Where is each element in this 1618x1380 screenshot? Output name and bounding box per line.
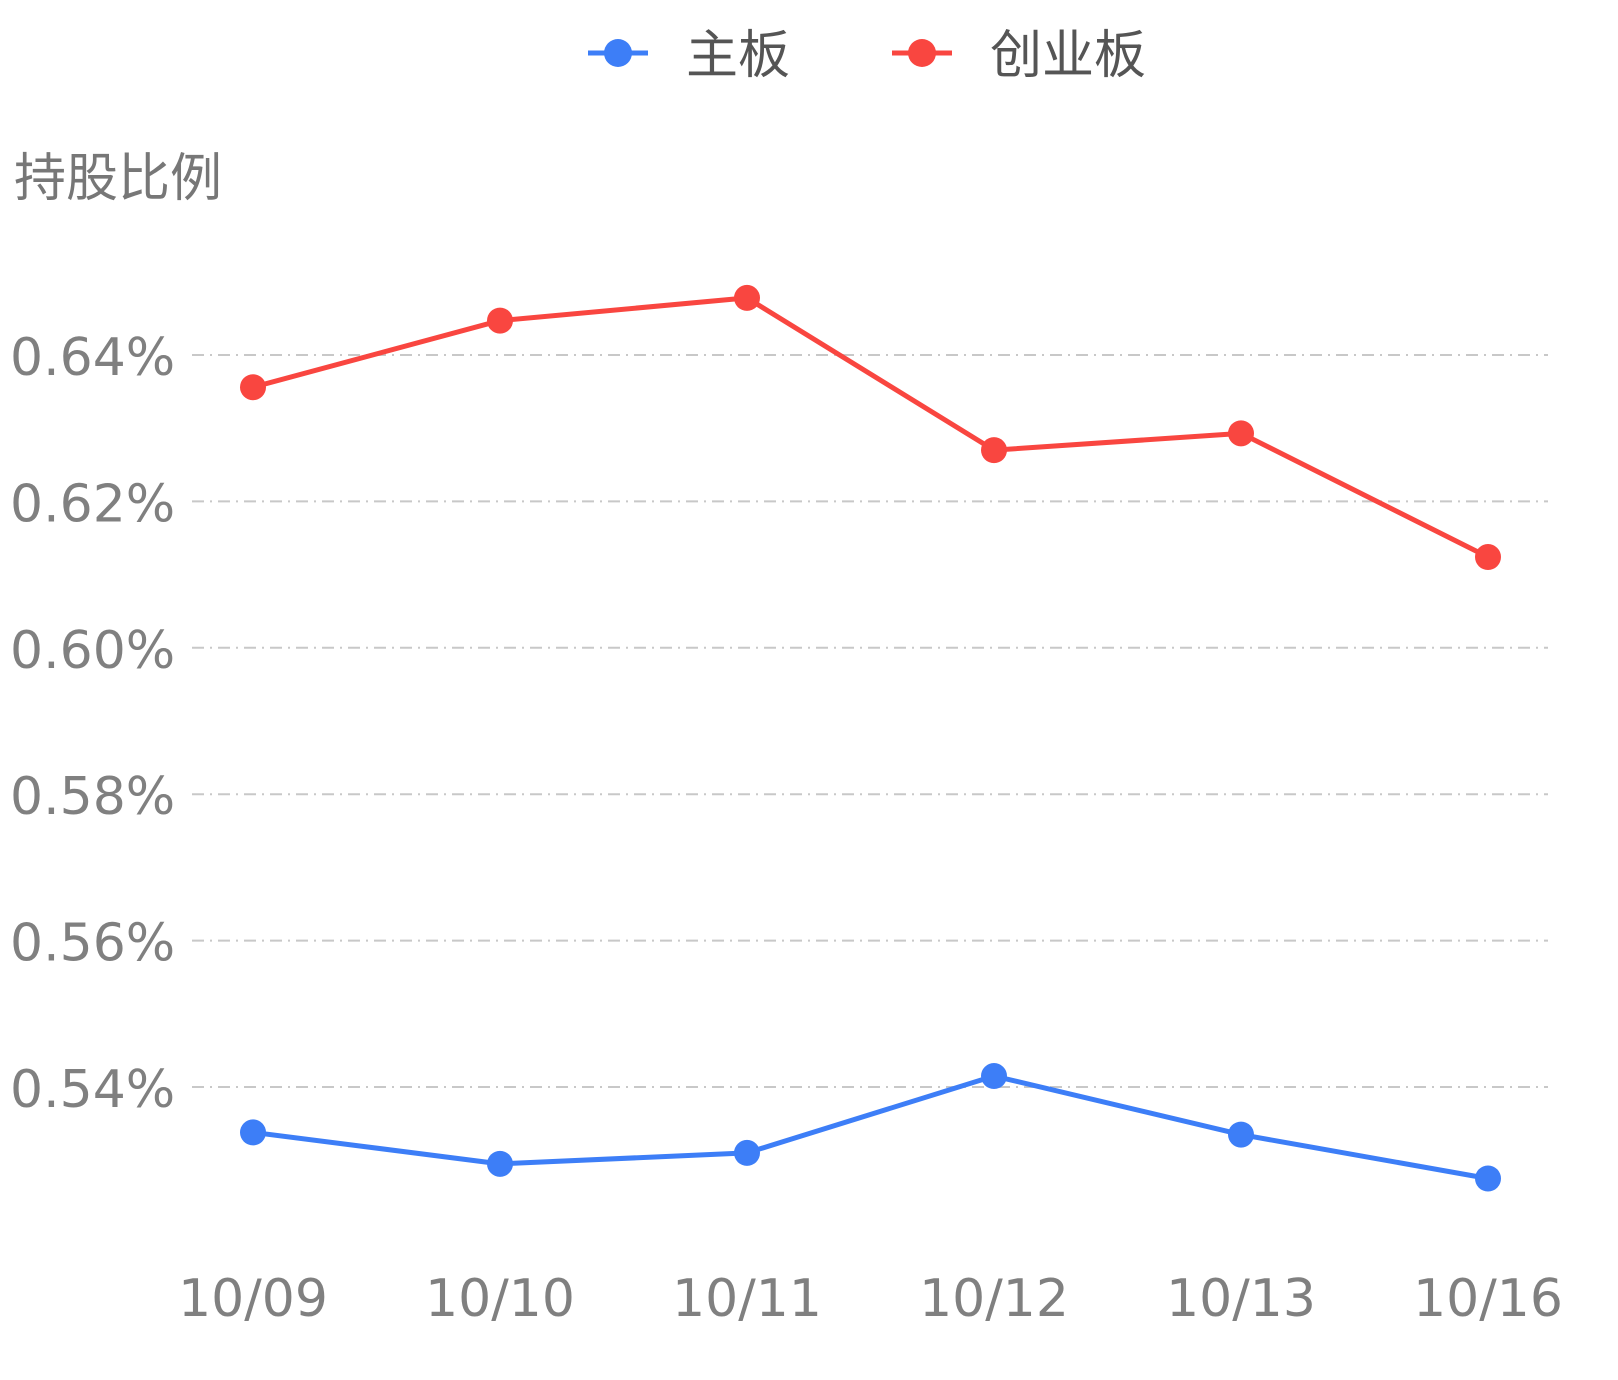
- data-point[interactable]: [487, 307, 513, 334]
- y-tick-label: 0.64%: [10, 328, 175, 388]
- legend-label: 创业板: [990, 26, 1146, 86]
- data-point[interactable]: [1475, 1165, 1501, 1192]
- y-tick-label: 0.56%: [10, 914, 175, 974]
- y-axis-label: 持股比例: [14, 149, 222, 209]
- x-tick-label: 10/10: [425, 1269, 575, 1329]
- data-point[interactable]: [240, 1119, 266, 1146]
- data-point[interactable]: [1228, 1121, 1254, 1148]
- y-tick-label: 0.62%: [10, 474, 175, 534]
- y-tick-label: 0.58%: [10, 767, 175, 827]
- data-point[interactable]: [240, 374, 266, 401]
- data-point[interactable]: [487, 1150, 513, 1177]
- series-line: [252, 1073, 1489, 1181]
- data-point[interactable]: [1475, 544, 1501, 571]
- data-point[interactable]: [981, 437, 1007, 464]
- legend-item[interactable]: 创业板: [892, 26, 1146, 86]
- x-tick-label: 10/16: [1413, 1269, 1563, 1329]
- legend-dot-marker: [908, 39, 936, 67]
- data-point[interactable]: [981, 1063, 1007, 1090]
- y-tick-label: 0.54%: [10, 1060, 175, 1120]
- series-2: [240, 284, 1501, 571]
- legend-item[interactable]: 主板: [588, 26, 790, 86]
- legend: 主板 创业板: [588, 26, 1146, 86]
- x-tick-label: 10/09: [178, 1269, 328, 1329]
- x-axis-ticks: 10/09 10/10 10/11 10/12 10/13 10/16: [178, 1269, 1563, 1329]
- legend-dot-marker: [604, 39, 632, 67]
- x-tick-label: 10/12: [919, 1269, 1069, 1329]
- series-1: [240, 1063, 1501, 1192]
- data-point[interactable]: [734, 1139, 760, 1166]
- data-point[interactable]: [1228, 420, 1254, 447]
- legend-label: 主板: [686, 26, 790, 86]
- x-tick-label: 10/13: [1166, 1269, 1316, 1329]
- y-axis-ticks: 0.54% 0.56% 0.58% 0.60% 0.62% 0.64%: [10, 328, 175, 1120]
- data-point[interactable]: [734, 284, 760, 311]
- grid-lines: [192, 354, 1548, 1088]
- y-tick-label: 0.60%: [10, 621, 175, 681]
- x-tick-label: 10/11: [672, 1269, 822, 1329]
- series-line: [252, 295, 1490, 560]
- series-group: [240, 284, 1501, 1192]
